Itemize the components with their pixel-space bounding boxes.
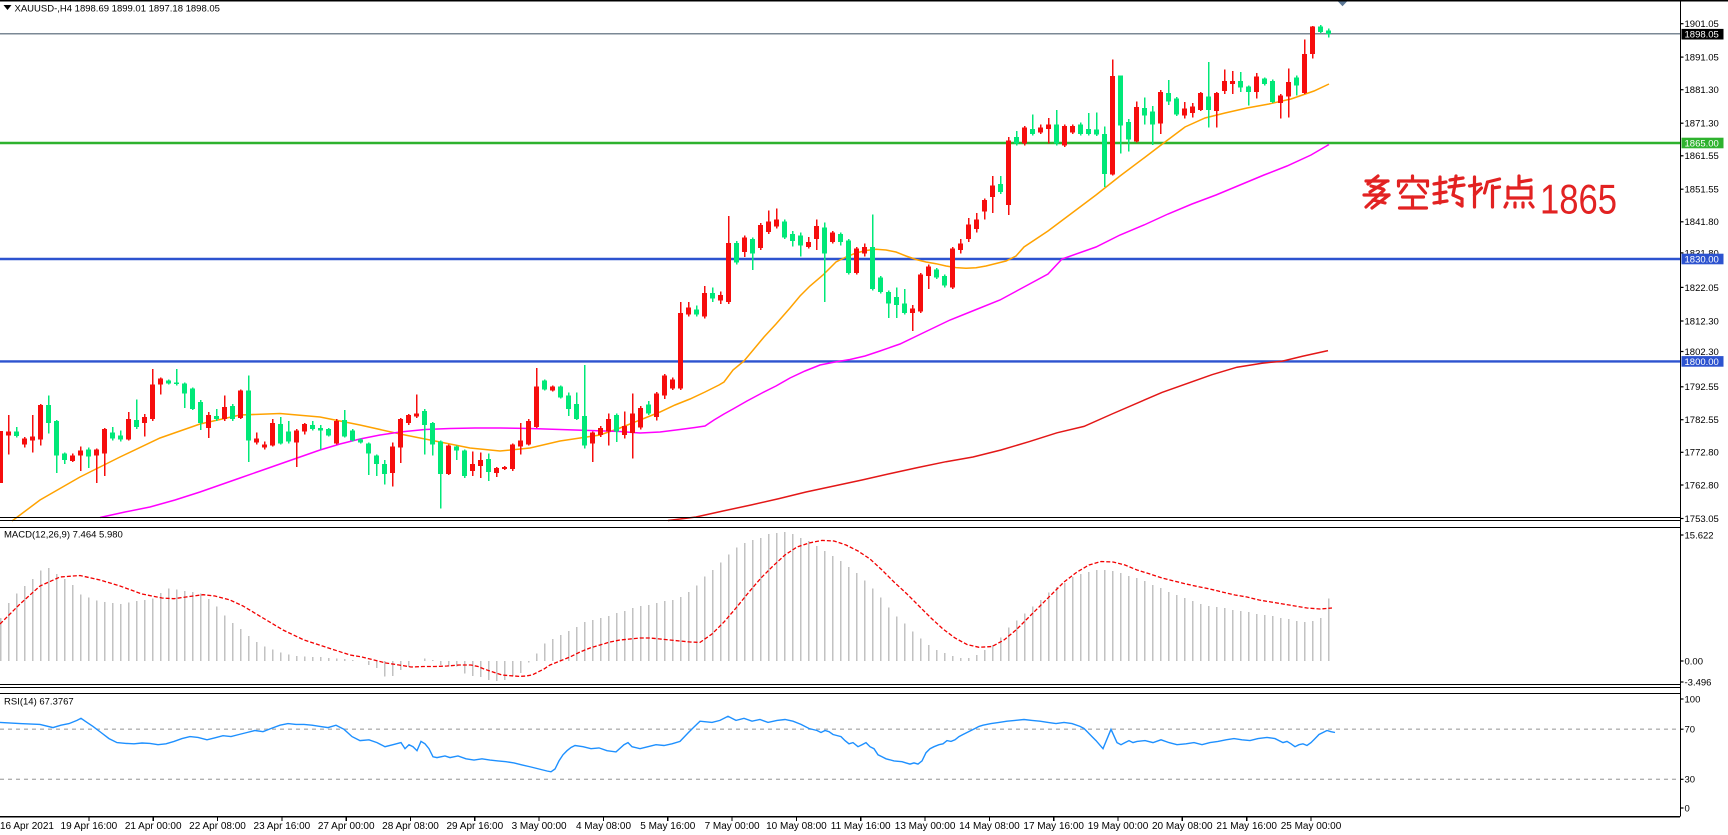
svg-text:1891.05: 1891.05 — [1685, 53, 1719, 64]
svg-text:1901.05: 1901.05 — [1685, 19, 1719, 30]
svg-text:27 Apr 00:00: 27 Apr 00:00 — [318, 821, 375, 832]
svg-text:1812.30: 1812.30 — [1685, 316, 1719, 327]
svg-text:70: 70 — [1685, 725, 1696, 736]
svg-text:30: 30 — [1685, 775, 1696, 786]
svg-text:21 May 16:00: 21 May 16:00 — [1216, 821, 1277, 832]
svg-text:1861.55: 1861.55 — [1685, 151, 1719, 162]
svg-text:5 May 16:00: 5 May 16:00 — [640, 821, 695, 832]
svg-text:1865.00: 1865.00 — [1685, 138, 1719, 149]
svg-text:1753.05: 1753.05 — [1685, 514, 1719, 525]
svg-text:15.622: 15.622 — [1685, 530, 1714, 541]
svg-text:23 Apr 16:00: 23 Apr 16:00 — [254, 821, 311, 832]
svg-text:4 May 08:00: 4 May 08:00 — [576, 821, 631, 832]
svg-text:1865: 1865 — [1540, 176, 1617, 223]
svg-text:16 Apr 2021: 16 Apr 2021 — [0, 821, 54, 832]
svg-text:19 May 00:00: 19 May 00:00 — [1088, 821, 1149, 832]
svg-text:19 Apr 16:00: 19 Apr 16:00 — [61, 821, 118, 832]
svg-text:3 May 00:00: 3 May 00:00 — [512, 821, 567, 832]
svg-text:1881.30: 1881.30 — [1685, 85, 1719, 96]
svg-text:7 May 00:00: 7 May 00:00 — [705, 821, 760, 832]
svg-text:0.00: 0.00 — [1685, 656, 1704, 667]
svg-text:1871.30: 1871.30 — [1685, 119, 1719, 130]
svg-text:MACD(12,26,9) 7.464 5.980: MACD(12,26,9) 7.464 5.980 — [4, 530, 123, 541]
svg-text:20 May 08:00: 20 May 08:00 — [1152, 821, 1213, 832]
svg-text:1772.80: 1772.80 — [1685, 448, 1719, 459]
svg-text:1802.30: 1802.30 — [1685, 347, 1719, 358]
svg-text:XAUUSD-,H4 1898.69 1899.01 18: XAUUSD-,H4 1898.69 1899.01 1897.18 1898.… — [15, 4, 220, 15]
svg-text:0: 0 — [1685, 803, 1690, 814]
svg-text:1898.05: 1898.05 — [1685, 30, 1719, 41]
svg-text:14 May 08:00: 14 May 08:00 — [959, 821, 1020, 832]
svg-text:17 May 16:00: 17 May 16:00 — [1023, 821, 1084, 832]
svg-text:28 Apr 08:00: 28 Apr 08:00 — [382, 821, 439, 832]
svg-text:100: 100 — [1685, 694, 1701, 705]
svg-text:1822.05: 1822.05 — [1685, 283, 1719, 294]
svg-text:1800.00: 1800.00 — [1685, 357, 1719, 368]
svg-text:21 Apr 00:00: 21 Apr 00:00 — [125, 821, 182, 832]
svg-text:1830.00: 1830.00 — [1685, 254, 1719, 265]
svg-text:13 May 00:00: 13 May 00:00 — [895, 821, 956, 832]
svg-text:-3.496: -3.496 — [1685, 677, 1712, 688]
svg-text:10 May 08:00: 10 May 08:00 — [766, 821, 827, 832]
svg-text:1782.55: 1782.55 — [1685, 415, 1719, 426]
svg-text:1792.55: 1792.55 — [1685, 382, 1719, 393]
svg-text:11 May 16:00: 11 May 16:00 — [831, 821, 891, 832]
svg-text:22 Apr 08:00: 22 Apr 08:00 — [189, 821, 246, 832]
svg-text:1851.55: 1851.55 — [1685, 185, 1719, 196]
svg-text:1841.80: 1841.80 — [1685, 217, 1719, 228]
svg-text:1762.80: 1762.80 — [1685, 480, 1719, 491]
svg-text:25 May 00:00: 25 May 00:00 — [1281, 821, 1342, 832]
svg-text:29 Apr 16:00: 29 Apr 16:00 — [446, 821, 503, 832]
svg-text:RSI(14) 67.3767: RSI(14) 67.3767 — [4, 697, 74, 708]
